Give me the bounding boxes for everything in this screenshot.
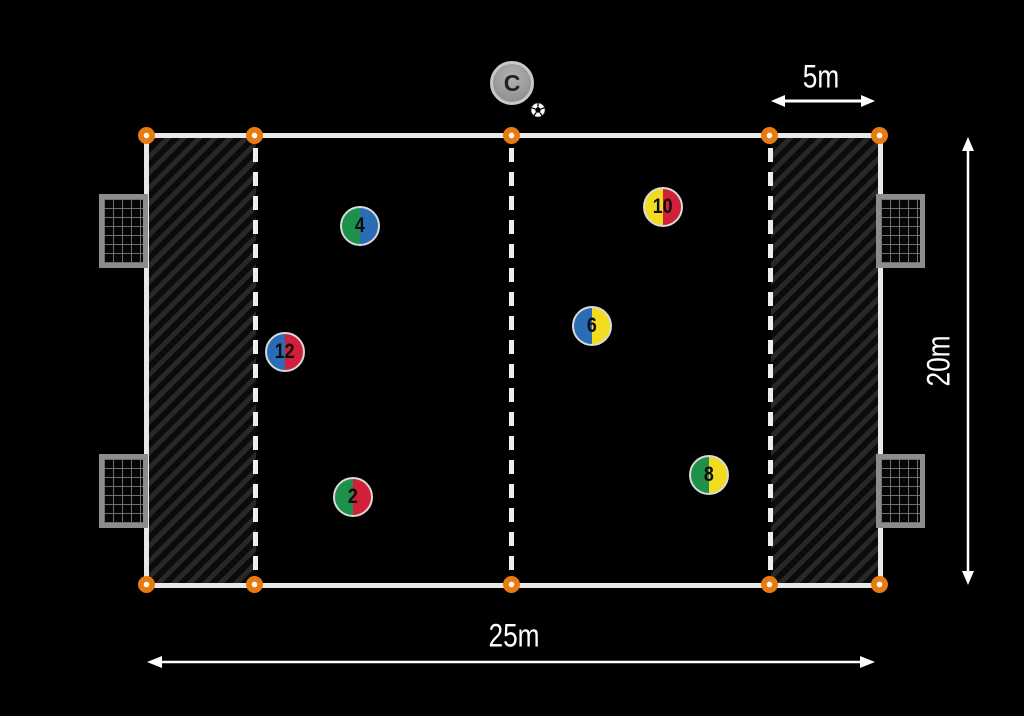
cone-marker [246,127,263,144]
cone-marker [761,576,778,593]
player-number: 10 [653,195,673,218]
end-zone-arrow [771,95,875,107]
player-marker: 12 [265,332,305,372]
player-number: 12 [275,340,295,363]
end-zone-right [771,138,878,583]
goal [876,194,925,268]
end-zone-width-label: 5m [802,58,840,95]
coach-marker: C [490,61,534,105]
goal [99,194,148,268]
player-number: 4 [355,214,365,237]
zone-line-center [509,138,514,583]
cone-marker [871,576,888,593]
zone-line-right [768,138,773,583]
player-marker: 8 [689,455,729,495]
player-marker: 2 [333,477,373,517]
pitch-height-label: 20m [920,335,957,387]
pitch-width-label: 25m [488,617,540,654]
player-marker: 10 [643,187,683,227]
goal [99,454,148,528]
pitch-width-arrow [147,656,875,668]
player-number: 6 [587,314,597,337]
player-marker: 4 [340,206,380,246]
player-marker: 6 [572,306,612,346]
zone-line-left [253,138,258,583]
soccer-ball-icon [529,101,547,119]
cone-marker [503,127,520,144]
cone-marker [138,127,155,144]
end-zone-left [149,138,256,583]
cone-marker [503,576,520,593]
cone-marker [138,576,155,593]
cone-marker [246,576,263,593]
goal [876,454,925,528]
coach-label: C [503,69,521,96]
pitch-height-arrow [962,137,974,585]
player-number: 8 [704,463,714,486]
cone-marker [871,127,888,144]
player-number: 2 [348,485,358,508]
cone-marker [761,127,778,144]
